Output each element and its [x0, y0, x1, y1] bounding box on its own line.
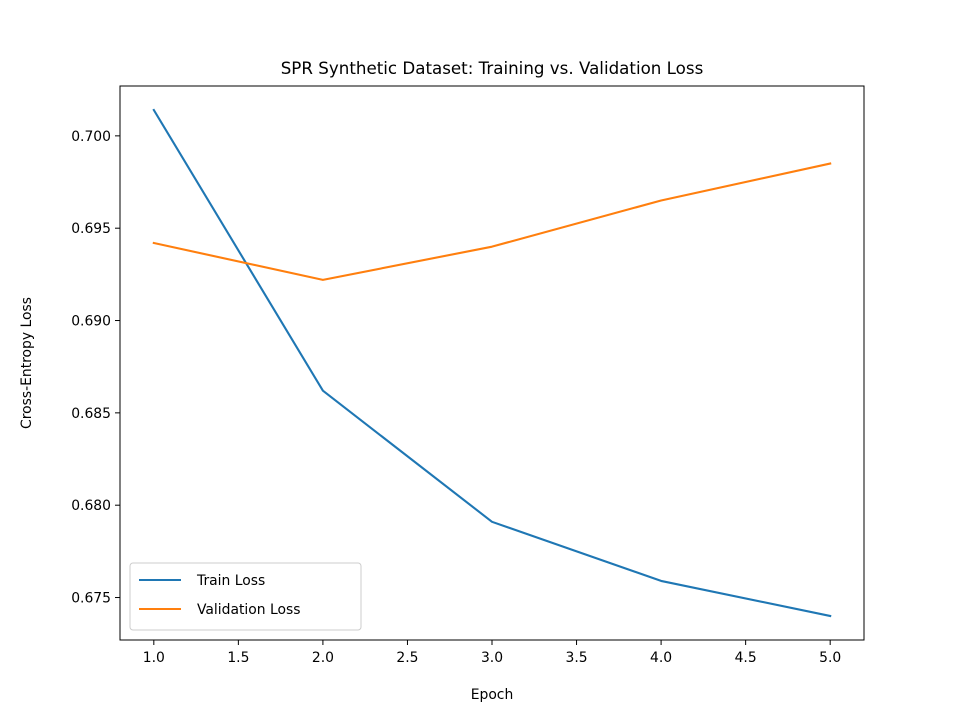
- legend-label: Train Loss: [196, 573, 265, 589]
- x-tick-label: 1.0: [143, 650, 165, 666]
- y-tick-label: 0.680: [71, 498, 111, 514]
- series-line-train-loss: [152, 108, 832, 618]
- y-axis-ticks: 0.675 0.680 0.685 0.690 0.695 0.700: [71, 129, 120, 607]
- x-tick-label: 4.5: [735, 650, 757, 666]
- series-lines: [152, 108, 832, 618]
- plot-area-frame: [119, 85, 865, 641]
- y-tick-label: 0.700: [71, 129, 111, 145]
- x-tick-label: 3.5: [565, 650, 587, 666]
- x-tick-label: 2.0: [312, 650, 334, 666]
- y-tick-label: 0.675: [71, 591, 111, 607]
- y-axis-title: Cross-Entropy Loss: [19, 297, 35, 429]
- y-tick-label: 0.695: [71, 221, 111, 237]
- y-tick-label: 0.690: [71, 314, 111, 330]
- x-axis-title: Epoch: [471, 687, 514, 703]
- x-tick-label: 2.5: [396, 650, 418, 666]
- x-tick-label: 1.5: [227, 650, 249, 666]
- legend-box: [129, 562, 362, 631]
- chart-title: SPR Synthetic Dataset: Training vs. Vali…: [281, 58, 704, 78]
- x-tick-label: 4.0: [650, 650, 672, 666]
- legend-label: Validation Loss: [197, 602, 300, 618]
- x-tick-label: 3.0: [481, 650, 503, 666]
- y-tick-label: 0.685: [71, 406, 111, 422]
- x-tick-label: 5.0: [819, 650, 841, 666]
- x-axis-ticks: 1.0 1.5 2.0 2.5 3.0 3.5 4.0 4.5 5.0: [143, 640, 841, 666]
- series-line-validation-loss: [152, 162, 832, 281]
- legend: Train Loss Validation Loss: [129, 562, 362, 631]
